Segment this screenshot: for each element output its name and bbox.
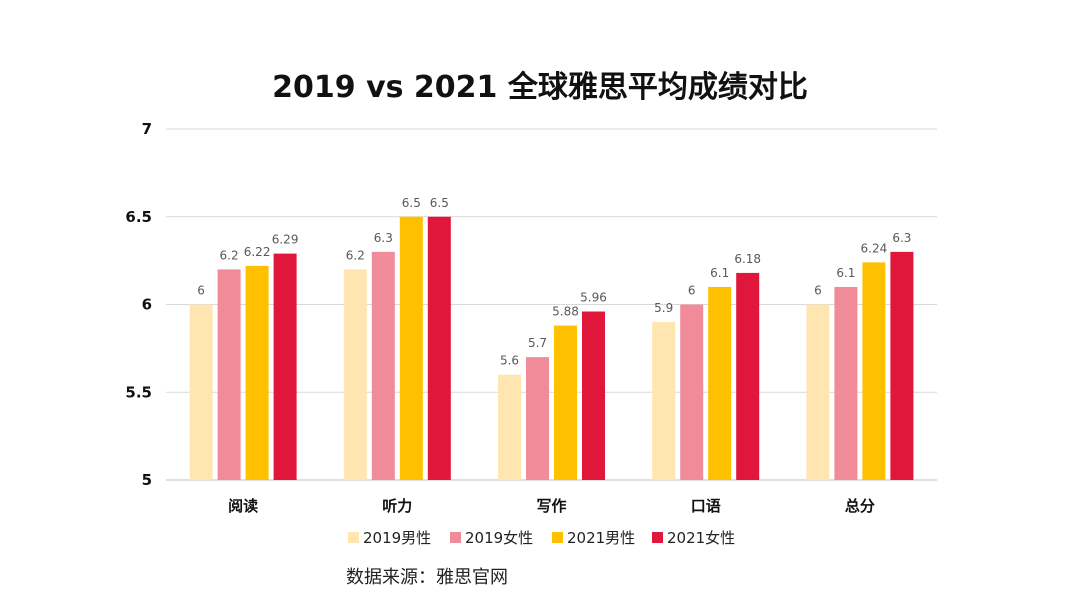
y-axis-ticks: 5 5.5 6 6.5 7: [125, 120, 152, 489]
data-label: 5.6: [500, 354, 519, 368]
data-label: 5.96: [580, 291, 607, 305]
bar-3-0: [652, 322, 676, 480]
data-label: 6.22: [244, 245, 271, 259]
data-label: 6.1: [836, 266, 855, 280]
bar-0-2: [245, 265, 269, 480]
bar-1-2: [399, 216, 423, 480]
data-label: 6.2: [220, 248, 239, 262]
bar-1-3: [427, 216, 451, 480]
data-label: 6.3: [892, 231, 911, 245]
bar-4-1: [834, 286, 858, 480]
legend-label: 2019女性: [465, 529, 533, 547]
data-label: 6.5: [402, 196, 421, 210]
y-tick-label: 5: [142, 471, 152, 489]
bar-2-1: [526, 357, 549, 480]
source-note: 数据来源：雅思官网: [346, 567, 508, 588]
legend-swatch: [552, 532, 563, 543]
bar-0-0: [189, 304, 213, 480]
bar-2-2: [554, 325, 577, 480]
data-label: 6.3: [374, 231, 393, 245]
bar-1-1: [371, 251, 395, 480]
legend-swatch: [450, 532, 461, 543]
data-label: 6.18: [734, 252, 761, 266]
bar-4-2: [862, 262, 886, 480]
x-axis-ticks: 阅读 听力 写作 口语 总分: [228, 497, 875, 515]
bar-2-0: [498, 374, 521, 480]
legend-label: 2021女性: [667, 529, 735, 547]
data-label: 5.88: [552, 305, 579, 319]
data-label: 6.24: [861, 241, 888, 255]
y-tick-label: 5.5: [125, 383, 152, 401]
data-label: 5.7: [528, 336, 547, 350]
x-tick-label: 听力: [382, 497, 412, 515]
data-label: 5.9: [654, 301, 673, 315]
bar-1-0: [343, 269, 367, 480]
legend-label: 2019男性: [363, 529, 431, 547]
data-label: 6.2: [346, 248, 365, 262]
legend: 2019男性 2019女性 2021男性 2021女性: [348, 529, 735, 547]
bar-0-1: [217, 269, 241, 480]
bar-3-3: [736, 272, 760, 480]
y-tick-label: 6.5: [125, 208, 152, 226]
y-tick-label: 7: [142, 120, 152, 138]
legend-swatch: [348, 532, 359, 543]
data-label: 6.1: [710, 266, 729, 280]
bars: [189, 216, 914, 480]
legend-swatch: [652, 532, 663, 543]
x-tick-label: 阅读: [228, 497, 258, 515]
data-label: 6: [814, 284, 822, 298]
x-tick-label: 口语: [691, 497, 721, 515]
data-labels: 66.2 6.226.296.26.36.5 6.55.65.75.885.965.…: [197, 196, 911, 368]
legend-label: 2021男性: [567, 529, 635, 547]
bar-4-3: [890, 251, 914, 480]
data-label: 6: [688, 284, 696, 298]
y-tick-label: 6: [142, 296, 152, 314]
bar-2-3: [582, 311, 605, 480]
x-tick-label: 总分: [845, 497, 875, 515]
data-label: 6.29: [272, 233, 299, 247]
chart-title: 2019 vs 2021 全球雅思平均成绩对比: [272, 70, 808, 105]
bar-3-1: [680, 304, 704, 480]
data-label: 6: [197, 284, 205, 298]
x-tick-label: 写作: [536, 497, 566, 515]
bar-3-2: [708, 286, 732, 480]
bar-4-0: [806, 304, 830, 480]
data-label: 6.5: [430, 196, 449, 210]
bar-0-3: [273, 253, 297, 480]
